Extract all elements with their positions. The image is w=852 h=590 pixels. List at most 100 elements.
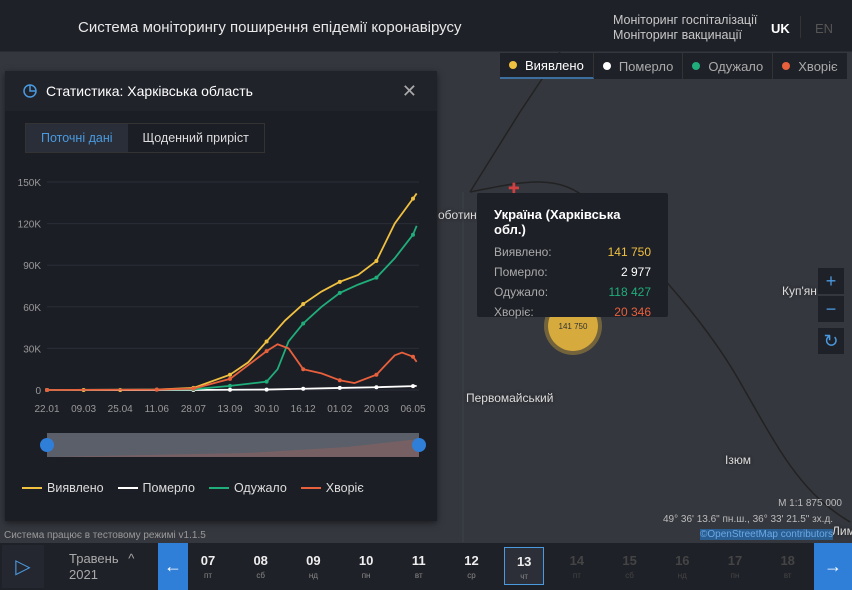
y-tick-label: 60K: [23, 303, 41, 314]
range-slider[interactable]: [40, 433, 426, 457]
data-point: [374, 372, 379, 377]
filter-1[interactable]: Померло: [594, 53, 684, 79]
tooltip-value: 2 977: [620, 265, 651, 279]
x-tick-label: 16.12: [291, 404, 316, 415]
osm-attribution-link[interactable]: ©OpenStreetMap contributors: [700, 529, 833, 540]
data-point: [337, 279, 342, 284]
date-item[interactable]: 12 ср: [452, 553, 492, 580]
month-selector[interactable]: Травень ^ 2021: [69, 551, 134, 583]
legend-item[interactable]: Хворіє: [300, 481, 364, 495]
range-start-handle[interactable]: [40, 438, 54, 452]
tooltip-row: Одужало: 118 427: [494, 285, 651, 305]
chart-legend: Виявлено Померло Одужало Хворіє: [22, 481, 378, 495]
legend-line-icon: [300, 487, 321, 489]
city-label: оботин: [438, 208, 477, 222]
filter-label: Померло: [618, 58, 674, 74]
date-item[interactable]: 13 чт: [504, 547, 545, 585]
y-tick-label: 120K: [18, 220, 42, 231]
dot-icon: [602, 62, 611, 70]
next-dates-button[interactable]: →: [814, 543, 852, 590]
data-point: [411, 354, 415, 359]
x-tick-label: 25.04: [108, 404, 133, 415]
legend-item[interactable]: Одужало: [208, 481, 287, 495]
date-number: 15: [622, 553, 637, 568]
weekday: пн: [730, 571, 740, 580]
filter-2[interactable]: Одужало: [683, 53, 774, 79]
tooltip-label: Виявлено:: [494, 245, 552, 259]
layer-filters: Виявлено Померло Одужало Хворіє: [500, 53, 847, 79]
x-tick-label: 30.10: [254, 404, 279, 415]
zoom-out-button[interactable]: −: [818, 296, 844, 322]
data-point: [337, 385, 342, 390]
date-item[interactable]: 09 нд: [293, 553, 333, 580]
vaccination-link[interactable]: Моніторинг вакцинації: [613, 28, 742, 42]
date-number: 13: [516, 554, 532, 569]
date-item[interactable]: 15 сб: [610, 553, 650, 580]
date-item[interactable]: 18 вт: [768, 553, 808, 580]
hospitalization-link[interactable]: Моніторинг госпіталізації: [613, 13, 758, 27]
map-tooltip: Україна (Харківська обл.) Виявлено: 141 7…: [477, 193, 668, 319]
x-tick-label: 13.09: [217, 404, 242, 415]
date-item[interactable]: 07 пт: [188, 553, 228, 580]
lang-en-button[interactable]: EN: [815, 21, 834, 36]
y-tick-label: 90K: [23, 261, 41, 272]
filter-0[interactable]: Виявлено: [500, 53, 594, 79]
close-icon[interactable]: ✕: [401, 81, 417, 101]
date-item[interactable]: 17 пн: [715, 553, 755, 580]
city-label: Первомайський: [466, 391, 554, 405]
date-number: 17: [727, 553, 743, 568]
tab-current-data[interactable]: Поточні дані: [26, 124, 128, 152]
tooltip-value: 141 750: [607, 245, 651, 259]
dot-icon: [692, 62, 701, 70]
zoom-in-button[interactable]: +: [818, 268, 844, 294]
prev-dates-button[interactable]: ←: [158, 543, 188, 590]
date-item[interactable]: 14 пт: [557, 553, 597, 580]
app-title: Система моніторингу поширення епідемії к…: [78, 19, 462, 36]
year-label: 2021: [69, 567, 98, 582]
date-number: 09: [306, 553, 321, 568]
play-button[interactable]: ▷: [2, 545, 44, 588]
data-point: [374, 385, 379, 390]
weekday: вт: [414, 571, 423, 580]
legend-label: Хворіє: [325, 481, 364, 495]
map[interactable]: ✚ оботин Первомайський Куп'ян Ізюм Лим: [0, 52, 852, 542]
tab-daily-growth[interactable]: Щоденний приріст: [142, 131, 249, 145]
date-item[interactable]: 16 нд: [662, 553, 702, 580]
data-point: [228, 376, 232, 381]
tooltip-label: Хворіє:: [494, 305, 534, 319]
date-item[interactable]: 10 пн: [346, 553, 386, 580]
date-number: 08: [253, 553, 268, 568]
data-point: [301, 367, 306, 372]
svg-text:✚: ✚: [508, 180, 520, 196]
weekday: чт: [520, 572, 529, 581]
y-tick-label: 30K: [23, 344, 41, 355]
weekday: нд: [308, 571, 318, 580]
weekday: нд: [677, 571, 687, 580]
data-point: [264, 349, 269, 354]
dot-icon: [509, 61, 517, 69]
data-point: [264, 379, 269, 384]
weekday: сб: [625, 571, 634, 580]
legend-item[interactable]: Померло: [117, 481, 195, 495]
data-point: [411, 384, 415, 389]
weekday: пн: [361, 571, 371, 580]
date-number: 16: [675, 553, 690, 568]
filter-3[interactable]: Хворіє: [773, 53, 846, 79]
date-number: 14: [569, 553, 585, 568]
range-end-handle[interactable]: [412, 438, 426, 452]
date-item[interactable]: 11 вт: [399, 553, 439, 580]
refresh-button[interactable]: ↻: [818, 328, 844, 354]
lang-uk-button[interactable]: UK: [771, 21, 790, 36]
divider: [800, 16, 801, 38]
cluster-count: 141 750: [558, 321, 588, 331]
data-point: [301, 386, 306, 391]
data-point: [154, 387, 159, 392]
legend-item[interactable]: Виявлено: [22, 481, 104, 495]
line-chart: 0 30K 60K 90K 120K 150K 22.01 09.03 25.04 11.06 28…: [18, 178, 426, 415]
weekday: ср: [467, 571, 476, 580]
status-text: Система працює в тестовому режимі v1.1.5: [4, 530, 206, 541]
date-item[interactable]: 08 сб: [241, 553, 281, 580]
tooltip-row: Виявлено: 141 750: [494, 245, 651, 265]
data-point: [337, 290, 342, 295]
data-point: [264, 387, 269, 392]
